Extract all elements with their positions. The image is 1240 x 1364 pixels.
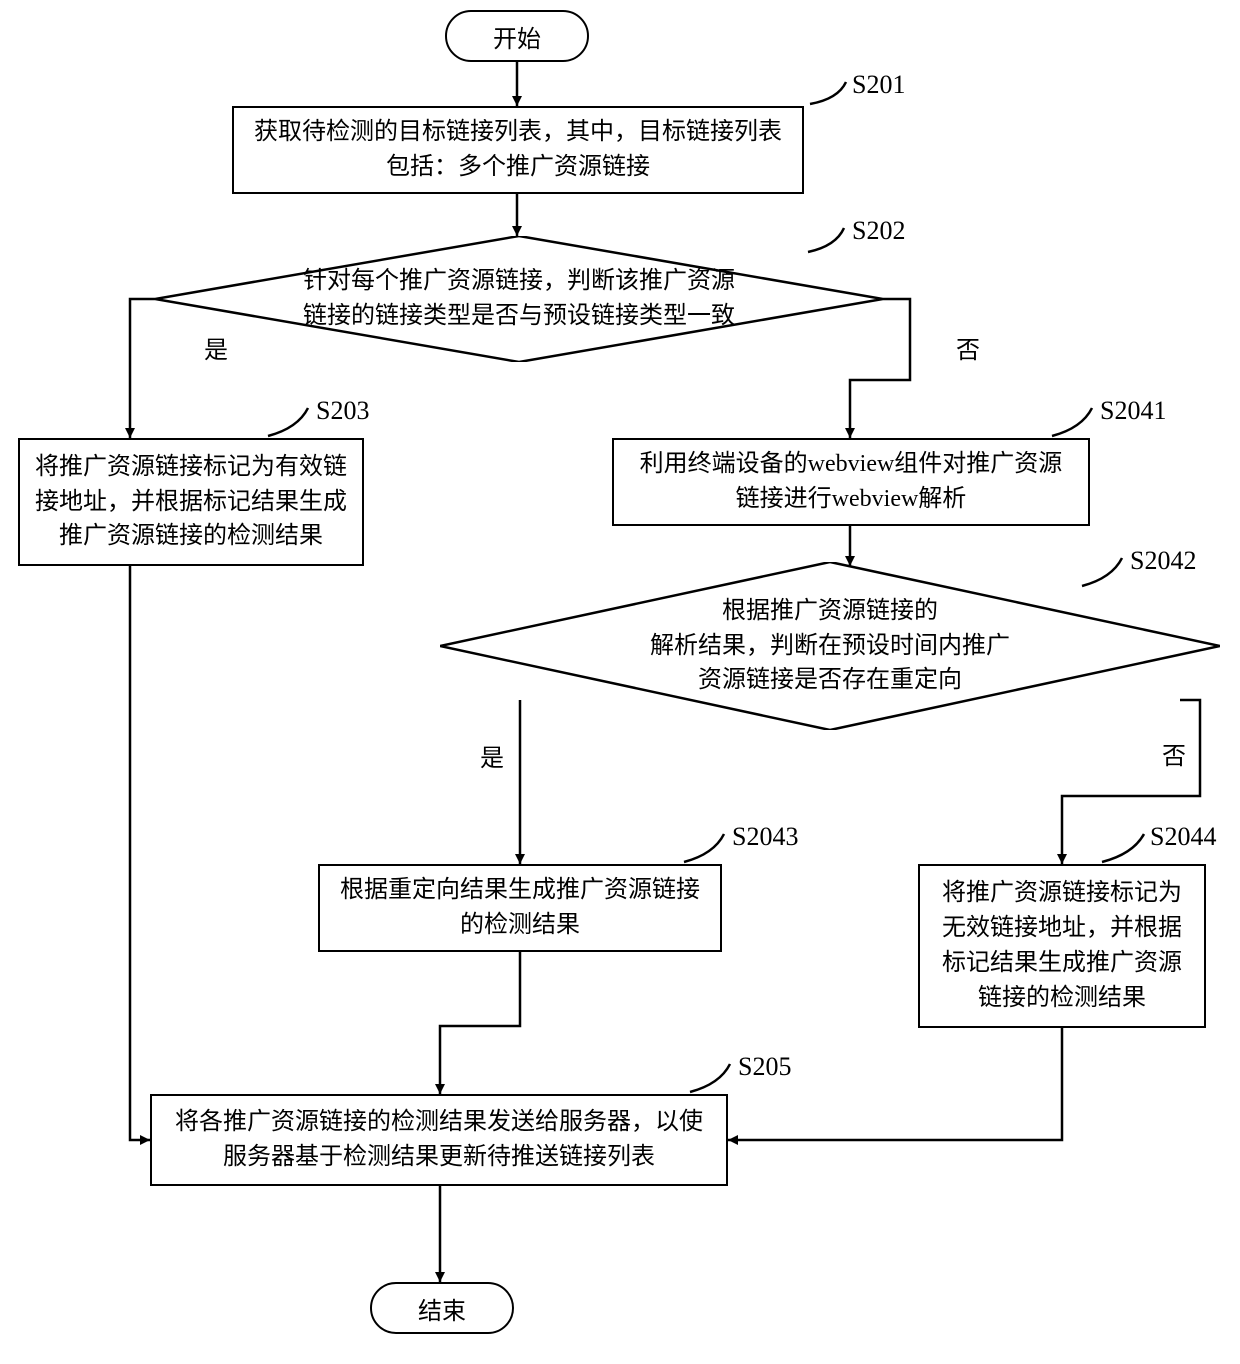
- end-text: 结束: [418, 1291, 466, 1326]
- s2042-diamond: 根据推广资源链接的 解析结果，判断在预设时间内推广 资源链接是否存在重定向: [440, 562, 1220, 730]
- s203-text: 将推广资源链接标记为有效链 接地址，并根据标记结果生成 推广资源链接的检测结果: [35, 450, 347, 554]
- s201-box: 获取待检测的目标链接列表，其中，目标链接列表 包括：多个推广资源链接: [232, 106, 804, 194]
- s2041-box: 利用终端设备的webview组件对推广资源 链接进行webview解析: [612, 438, 1090, 526]
- edge-label-no1: 否: [956, 330, 980, 365]
- s203-box: 将推广资源链接标记为有效链 接地址，并根据标记结果生成 推广资源链接的检测结果: [18, 438, 364, 566]
- edge-label-no2: 否: [1162, 736, 1186, 771]
- label-s203: S203: [316, 396, 369, 426]
- s202-diamond: 针对每个推广资源链接，判断该推广资源 链接的链接类型是否与预设链接类型一致: [155, 236, 883, 362]
- edge-s202-s203: [130, 299, 155, 438]
- label-s2043: S2043: [732, 822, 798, 852]
- label-tick-s2041: [1052, 408, 1092, 436]
- edge-s2043-s205: [440, 952, 520, 1094]
- label-s2044: S2044: [1150, 822, 1216, 852]
- label-s202: S202: [852, 216, 905, 246]
- edge-label-yes2: 是: [480, 738, 504, 773]
- s2044-text: 将推广资源链接标记为 无效链接地址，并根据 标记结果生成推广资源 链接的检测结果: [942, 876, 1182, 1015]
- start-node: 开始: [445, 10, 589, 62]
- s2044-box: 将推广资源链接标记为 无效链接地址，并根据 标记结果生成推广资源 链接的检测结果: [918, 864, 1206, 1028]
- edge-s203-s205: [130, 566, 150, 1140]
- s2043-text: 根据重定向结果生成推广资源链接 的检测结果: [340, 873, 700, 943]
- start-text: 开始: [493, 19, 541, 54]
- label-tick-s203: [268, 408, 308, 436]
- label-s205: S205: [738, 1052, 791, 1082]
- s2043-box: 根据重定向结果生成推广资源链接 的检测结果: [318, 864, 722, 952]
- label-tick-s201: [810, 82, 846, 104]
- label-tick-s2044: [1102, 834, 1144, 862]
- end-node: 结束: [370, 1282, 514, 1334]
- s205-box: 将各推广资源链接的检测结果发送给服务器，以使 服务器基于检测结果更新待推送链接列…: [150, 1094, 728, 1186]
- label-tick-s2043: [684, 834, 724, 862]
- s2042-text: 根据推广资源链接的 解析结果，判断在预设时间内推广 资源链接是否存在重定向: [650, 594, 1010, 698]
- label-s201: S201: [852, 70, 905, 100]
- edge-s2044-s205: [728, 1028, 1062, 1140]
- s205-text: 将各推广资源链接的检测结果发送给服务器，以使 服务器基于检测结果更新待推送链接列…: [175, 1105, 703, 1175]
- label-tick-s205: [690, 1064, 730, 1092]
- label-s2042: S2042: [1130, 546, 1196, 576]
- s2041-text: 利用终端设备的webview组件对推广资源 链接进行webview解析: [640, 447, 1063, 517]
- s202-text: 针对每个推广资源链接，判断该推广资源 链接的链接类型是否与预设链接类型一致: [303, 264, 735, 334]
- edge-label-yes1: 是: [204, 330, 228, 365]
- label-s2041: S2041: [1100, 396, 1166, 426]
- s201-text: 获取待检测的目标链接列表，其中，目标链接列表 包括：多个推广资源链接: [254, 115, 782, 185]
